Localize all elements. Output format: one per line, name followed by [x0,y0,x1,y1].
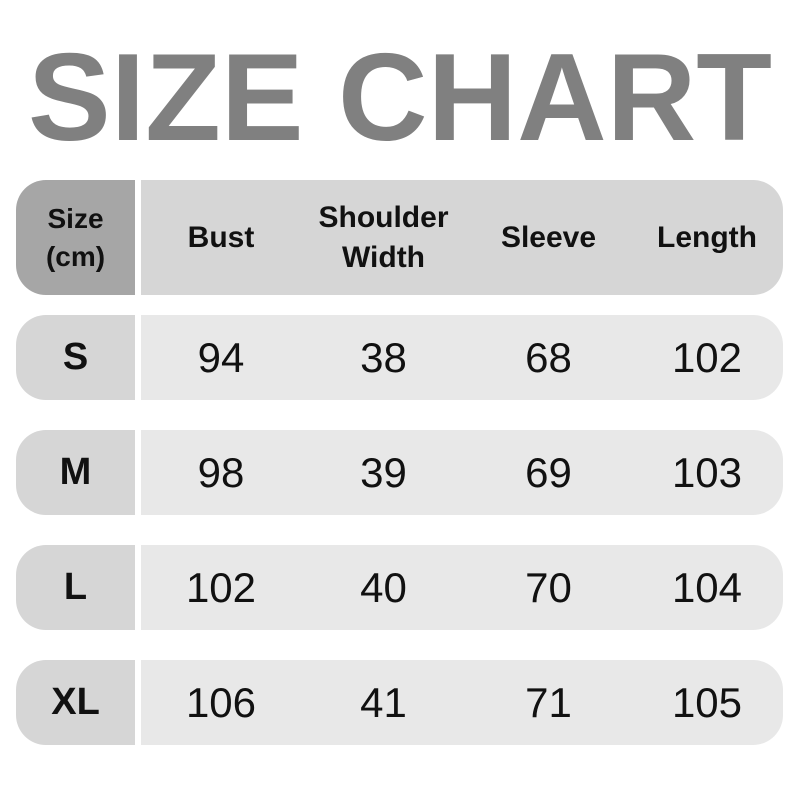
header-bust: Bust [187,220,255,254]
length-cell: 105 [671,678,743,726]
header-size-label: Size [47,202,104,234]
shoulder-width-cell: 39 [360,448,407,496]
table-row: M 98 39 69 103 [16,430,783,515]
length-cell: 103 [671,448,743,496]
size-cell: S [16,315,135,400]
length-cell: 102 [671,333,743,381]
sleeve-cell: 69 [525,448,572,496]
header-shoulder-width: Shoulder Width [318,200,449,274]
bust-cell: 106 [185,678,257,726]
shoulder-width-cell: 41 [360,678,407,726]
sleeve-cell: 68 [525,333,572,381]
size-cell: XL [16,660,135,745]
sleeve-cell: 71 [525,678,572,726]
header-size-unit: (cm) [45,240,106,272]
shoulder-width-cell: 40 [360,563,407,611]
header-sleeve: Sleeve [500,220,597,254]
bust-cell: 102 [185,563,257,611]
size-cell: M [16,430,135,515]
table-row: S 94 38 68 102 [16,315,783,400]
shoulder-width-cell: 38 [360,333,407,381]
table-row: XL 106 41 71 105 [16,660,783,745]
bust-cell: 94 [197,333,245,381]
header-size-cell: Size (cm) [16,180,135,295]
table-row: L 102 40 70 104 [16,545,783,630]
sleeve-cell: 70 [525,563,572,611]
header-length: Length [657,220,757,254]
table-header: Size (cm) Bust Shoulder Width Sleeve Lengt… [16,180,783,295]
length-cell: 104 [671,563,743,611]
page-title: SIZE CHART [28,36,772,160]
bust-cell: 98 [197,448,245,496]
size-cell: L [16,545,135,630]
